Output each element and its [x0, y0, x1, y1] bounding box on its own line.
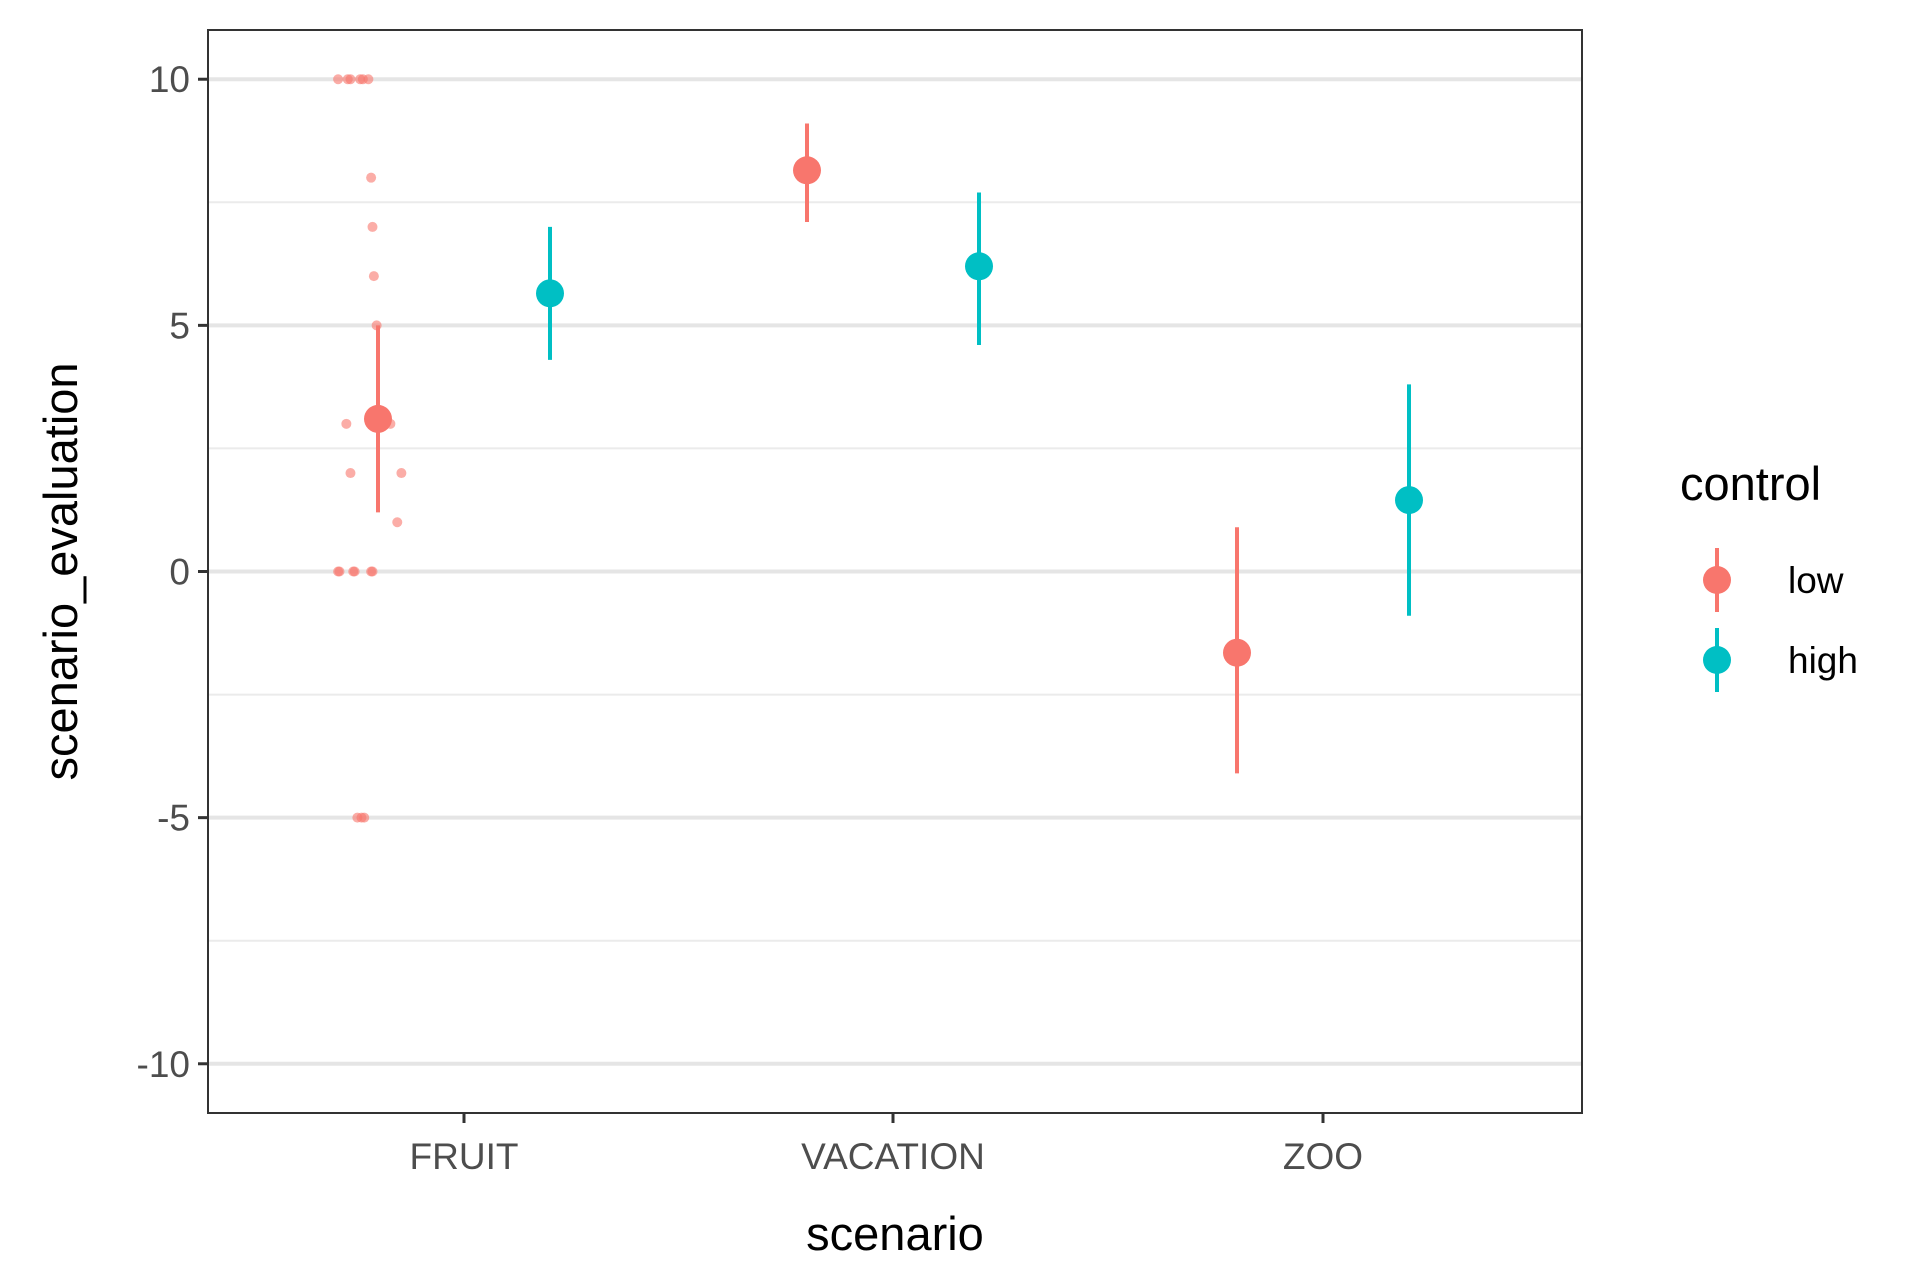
x-tick-label: ZOO	[1283, 1136, 1363, 1177]
mean-point	[1223, 638, 1251, 667]
y-tick-label: 0	[169, 552, 190, 593]
data-point	[334, 566, 345, 577]
raw-points	[333, 74, 407, 823]
mean-point	[793, 156, 821, 185]
mean-point	[965, 252, 993, 281]
legend-key-point	[1703, 566, 1731, 594]
mean-point	[1395, 486, 1423, 515]
y-tick-label: 5	[169, 305, 190, 346]
legend-label-low: low	[1788, 560, 1844, 601]
gridlines	[208, 77, 1582, 1066]
legend-key-point	[1703, 646, 1731, 674]
legend: control low high	[1680, 457, 1858, 692]
data-point	[345, 74, 356, 85]
data-point	[345, 468, 356, 479]
summary-stats	[364, 123, 1423, 774]
data-point	[396, 468, 407, 479]
legend-title: control	[1680, 457, 1821, 510]
data-point	[333, 74, 344, 85]
data-point	[367, 566, 378, 577]
data-point	[348, 566, 359, 577]
data-point	[359, 812, 370, 823]
x-tick-label: FRUIT	[410, 1136, 519, 1177]
data-point	[341, 418, 352, 429]
data-point	[392, 517, 403, 528]
y-tick-label: -10	[137, 1044, 190, 1085]
data-point	[367, 221, 378, 232]
legend-label-high: high	[1788, 640, 1858, 681]
y-tick-label: -5	[157, 798, 190, 839]
data-point	[368, 271, 379, 282]
mean-point	[536, 279, 564, 308]
x-tick-label: VACATION	[801, 1136, 985, 1177]
y-tick-label: 10	[149, 59, 190, 100]
mean-point	[364, 404, 392, 433]
y-axis-title: scenario_evaluation	[34, 362, 87, 780]
data-point	[366, 172, 377, 183]
data-point	[363, 74, 374, 85]
x-axis-title: scenario	[806, 1207, 984, 1260]
